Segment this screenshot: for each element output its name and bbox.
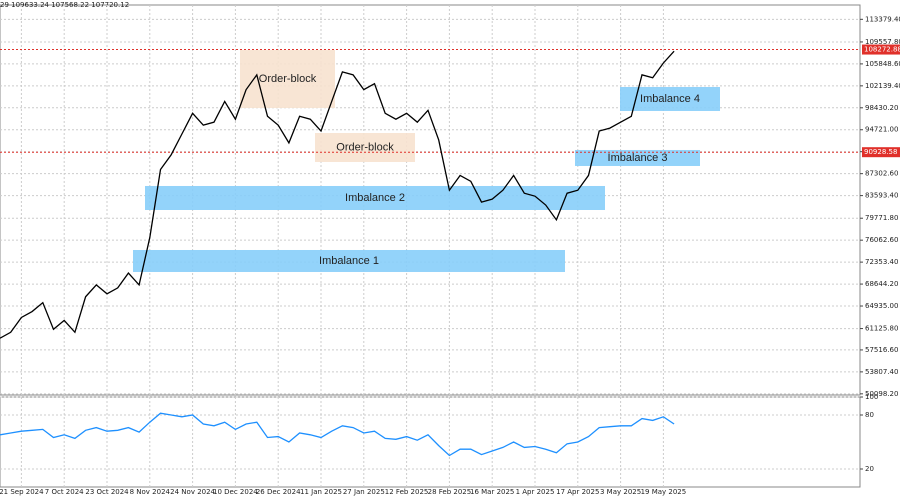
y-tick-label: 79771.80 [865, 214, 898, 222]
y-tick-label: 76062.60 [865, 236, 898, 244]
y-tick-label: 83593.40 [865, 192, 898, 200]
x-tick-label: 12 Feb 2025 [385, 488, 429, 496]
x-tick-label: 1 Apr 2025 [516, 488, 555, 496]
level-label: 108272.88 [864, 46, 900, 54]
x-tick-label: 17 Apr 2025 [556, 488, 599, 496]
zone-label: Order-block [336, 141, 394, 153]
rsi-panel [0, 396, 861, 488]
y-tick-label: 72353.40 [865, 258, 898, 266]
zone-label: Imbalance 4 [640, 93, 700, 105]
zone [145, 185, 605, 210]
x-tick-label: 10 Dec 2024 [213, 488, 258, 496]
x-tick-label: 19 May 2025 [641, 488, 687, 496]
x-tick-label: 24 Nov 2024 [170, 488, 215, 496]
x-tick-label: 21 Sep 2024 [0, 488, 44, 496]
zone-label: Imbalance 3 [608, 152, 668, 164]
x-tick-label: 8 Nov 2024 [130, 488, 171, 496]
series-line [0, 412, 675, 457]
zone [315, 132, 415, 162]
zone [240, 50, 335, 108]
y-tick-label: 50098.20 [865, 390, 898, 398]
y-tick-label: 94721.00 [865, 126, 898, 134]
y-tick-label: 105848.60 [865, 60, 900, 68]
y-tick-label: 98430.20 [865, 104, 898, 112]
zone-label: Order-block [259, 73, 317, 85]
level-label: 90928.58 [864, 148, 897, 156]
price-panel [0, 4, 861, 396]
y-tick-label: 57516.60 [865, 346, 898, 354]
x-tick-label: 26 Dec 2024 [256, 488, 301, 496]
y-tick-label: 87302.60 [865, 170, 898, 178]
x-tick-label: 28 Feb 2025 [428, 488, 472, 496]
level-tag [862, 44, 900, 55]
y-tick-label: 53807.40 [865, 368, 898, 376]
x-tick-label: 7 Oct 2024 [45, 488, 84, 496]
x-tick-label: 16 Mar 2025 [470, 488, 514, 496]
y-tick-label: 113379.40 [865, 15, 900, 23]
zone [575, 149, 700, 166]
y-tick-label: 109557.80 [865, 38, 900, 46]
y-tick-label: 100 [865, 393, 878, 401]
x-tick-label: 3 May 2025 [600, 488, 641, 496]
y-tick-label: 64935.00 [865, 302, 898, 310]
level-tag [862, 147, 900, 158]
zone-label: Imbalance 2 [345, 192, 405, 204]
x-tick-label: 11 Jan 2025 [300, 488, 342, 496]
y-tick-label: 61125.80 [865, 325, 898, 333]
y-tick-label: 68644.20 [865, 280, 898, 288]
zone-label: Imbalance 1 [319, 255, 379, 267]
series-line [0, 50, 675, 339]
y-tick-label: 102139.40 [865, 82, 900, 90]
y-tick-label: 80 [865, 411, 874, 419]
zone [133, 249, 565, 272]
zone [620, 86, 720, 111]
x-tick-label: 23 Oct 2024 [85, 488, 129, 496]
x-tick-label: 27 Jan 2025 [343, 488, 385, 496]
y-tick-label: 20 [865, 465, 874, 473]
